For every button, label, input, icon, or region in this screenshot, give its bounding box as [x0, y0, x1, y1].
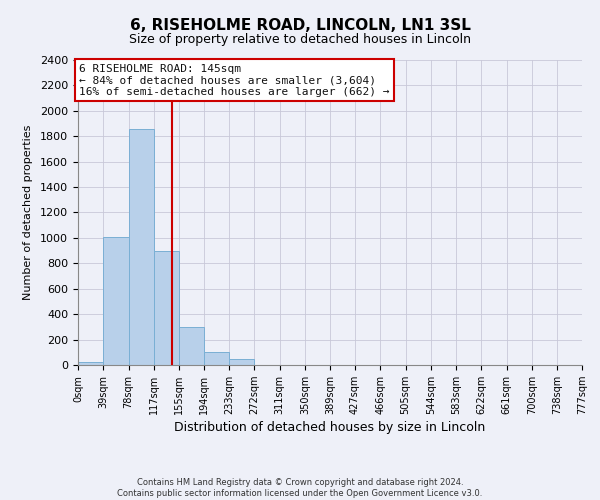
- Bar: [128, 128, 154, 365]
- Text: Contains HM Land Registry data © Crown copyright and database right 2024.
Contai: Contains HM Land Registry data © Crown c…: [118, 478, 482, 498]
- Text: Size of property relative to detached houses in Lincoln: Size of property relative to detached ho…: [129, 32, 471, 46]
- Bar: [78, 362, 103, 365]
- X-axis label: Distribution of detached houses by size in Lincoln: Distribution of detached houses by size …: [175, 421, 485, 434]
- Y-axis label: Number of detached properties: Number of detached properties: [23, 125, 33, 300]
- Text: 6 RISEHOLME ROAD: 145sqm
← 84% of detached houses are smaller (3,604)
16% of sem: 6 RISEHOLME ROAD: 145sqm ← 84% of detach…: [79, 64, 390, 97]
- Bar: [229, 360, 254, 365]
- Text: 6, RISEHOLME ROAD, LINCOLN, LN1 3SL: 6, RISEHOLME ROAD, LINCOLN, LN1 3SL: [130, 18, 470, 32]
- Bar: [179, 327, 204, 365]
- Bar: [103, 236, 128, 365]
- Bar: [154, 250, 179, 365]
- Bar: [204, 352, 229, 365]
